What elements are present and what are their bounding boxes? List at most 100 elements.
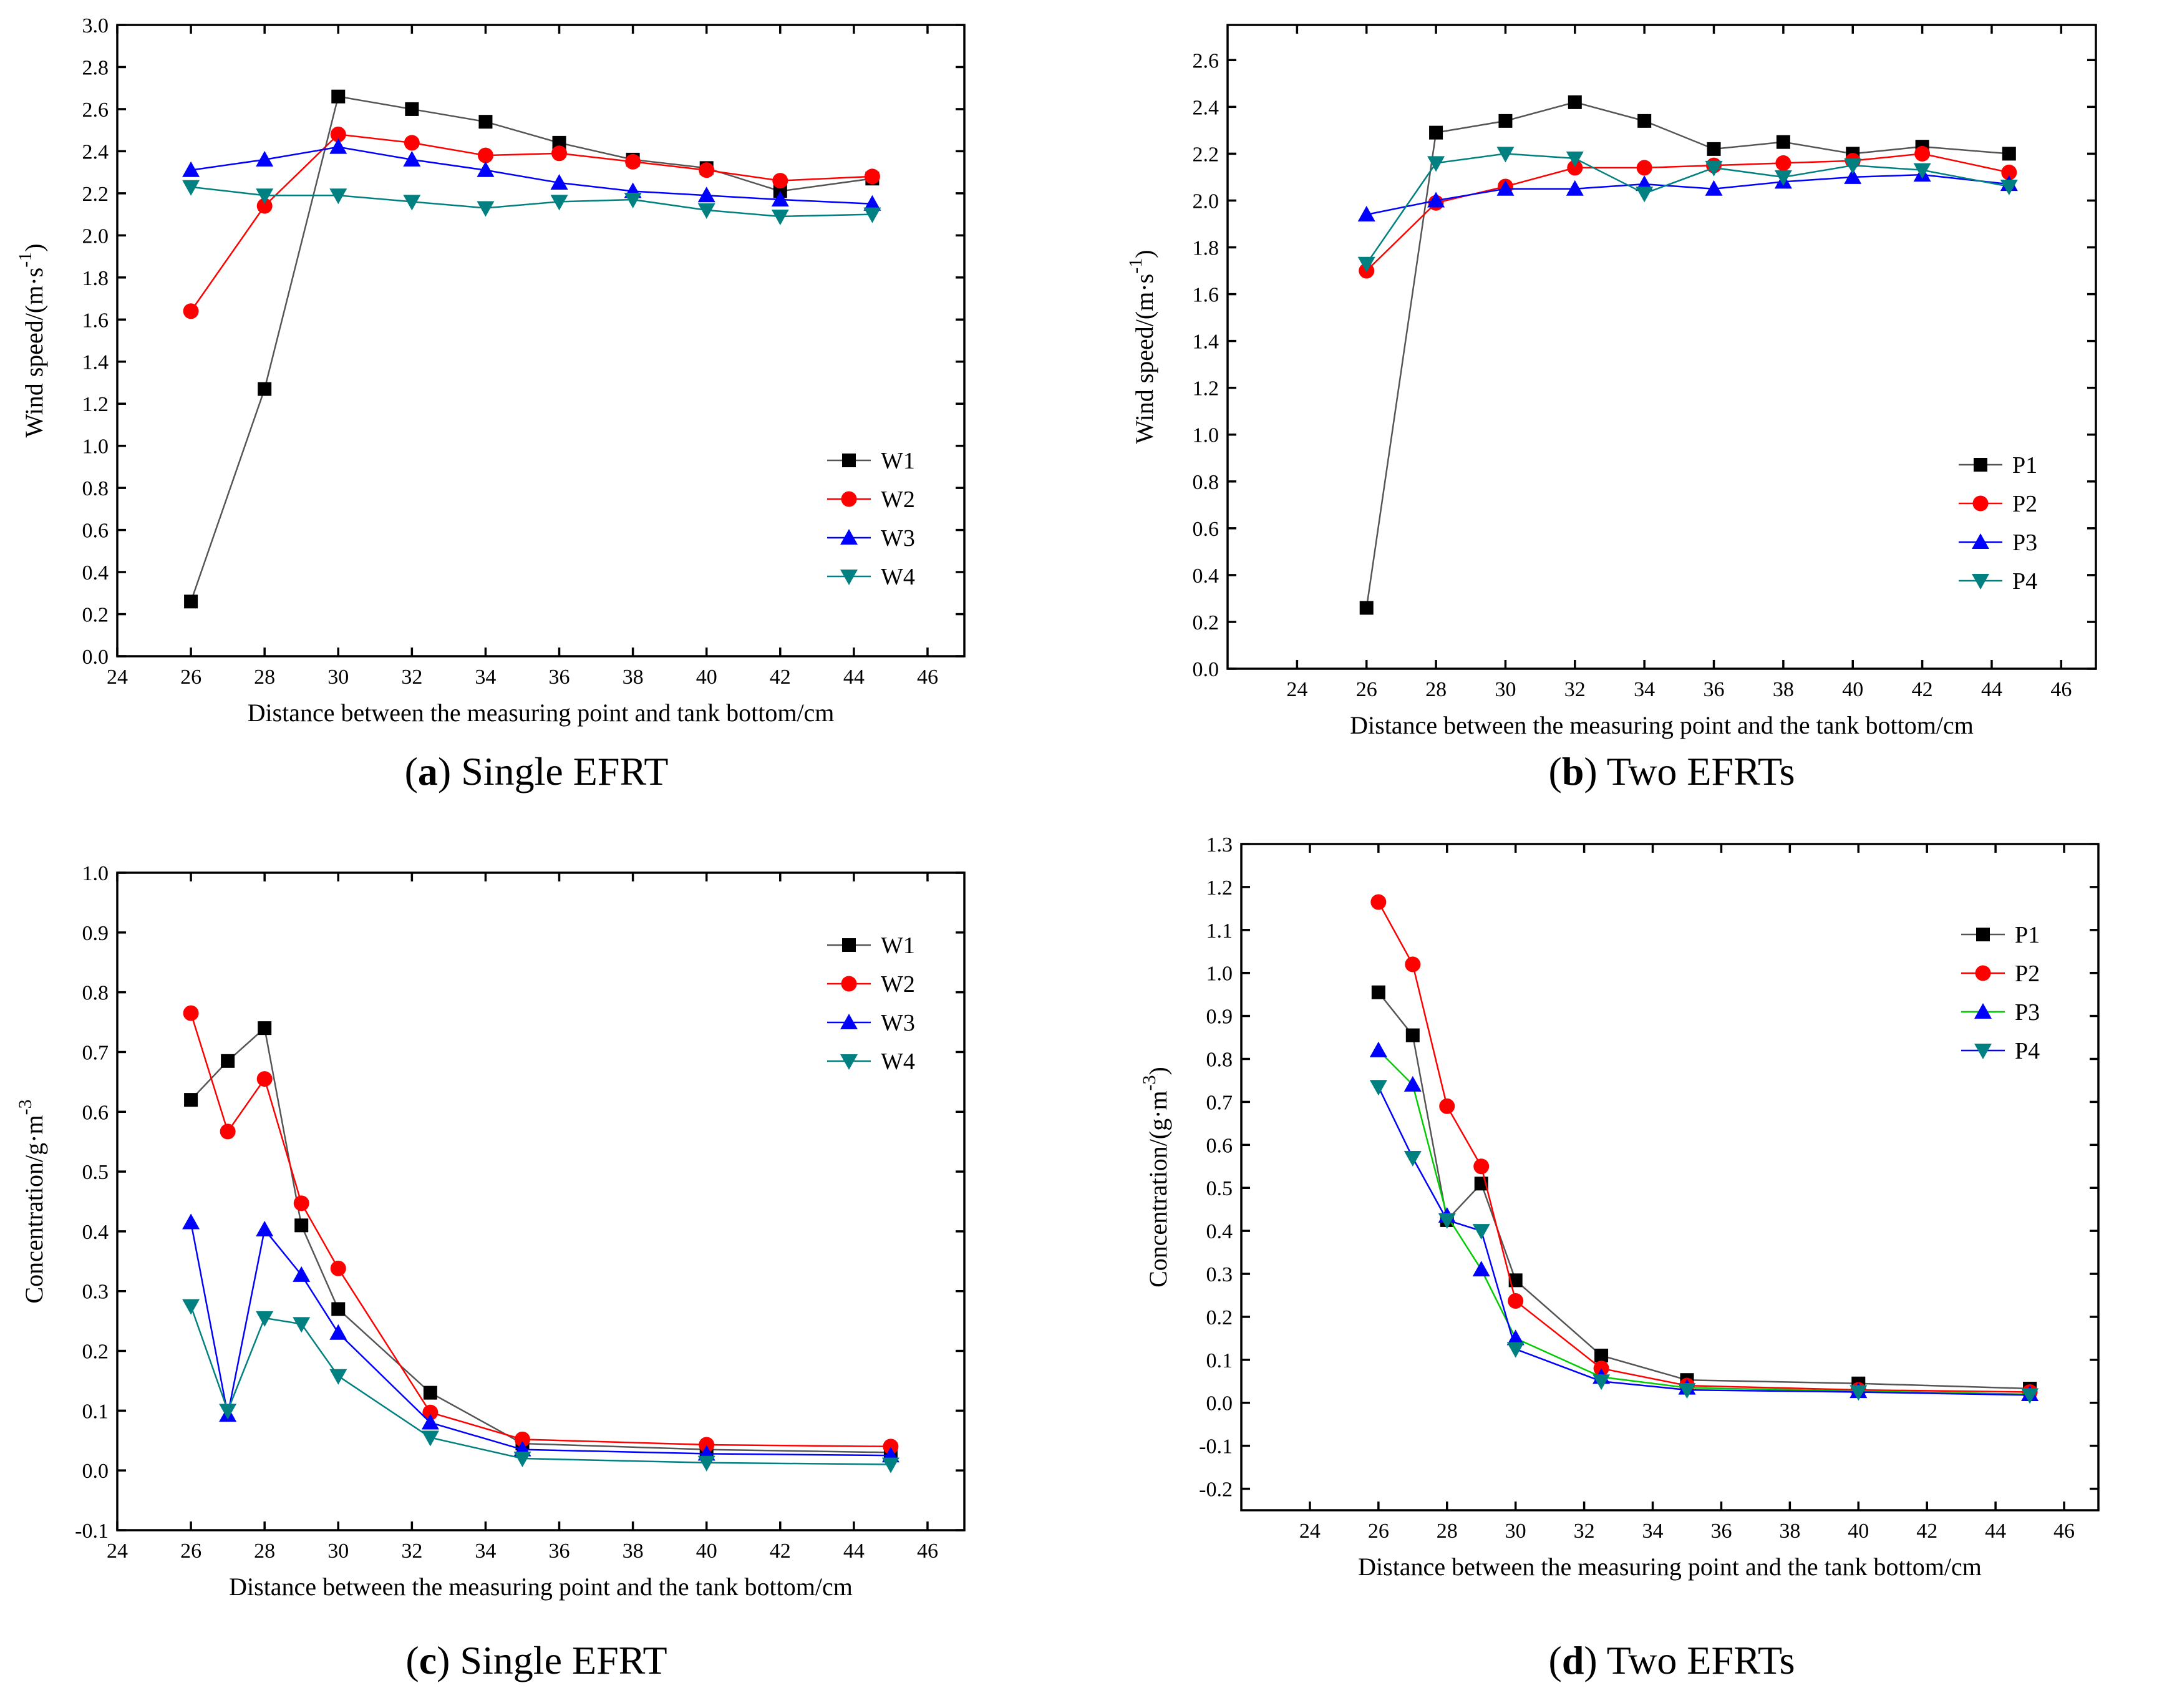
legend-marker bbox=[840, 1014, 858, 1029]
x-tick-label: 28 bbox=[1437, 1520, 1458, 1543]
y-tick-label: 2.6 bbox=[82, 99, 109, 122]
legend-label: P2 bbox=[2012, 491, 2037, 517]
data-point bbox=[863, 195, 881, 211]
data-point bbox=[699, 162, 715, 178]
x-tick-label: 38 bbox=[623, 1540, 644, 1563]
legend-label: P1 bbox=[2015, 922, 2040, 948]
data-point bbox=[329, 138, 347, 154]
x-tick-label: 44 bbox=[843, 1540, 865, 1563]
data-point bbox=[329, 188, 347, 205]
y-tick-label: 0.6 bbox=[1193, 518, 1219, 541]
caption-b-text: Two EFRTs bbox=[1606, 749, 1795, 793]
y-axis-title: Wind speed/(m·s-1) bbox=[1125, 250, 1158, 444]
data-point bbox=[256, 1221, 274, 1237]
y-tick-label: 0.2 bbox=[82, 604, 109, 627]
data-point bbox=[550, 174, 568, 190]
legend-marker bbox=[842, 454, 856, 467]
caption-d: (d) Two EFRTs bbox=[1548, 1638, 1795, 1682]
data-point bbox=[1593, 1374, 1611, 1390]
y-tick-label: 1.4 bbox=[1193, 331, 1219, 354]
series-p1 bbox=[1371, 985, 2037, 1396]
series-line bbox=[1365, 153, 2010, 264]
legend-label: P4 bbox=[2012, 568, 2037, 594]
series-w4 bbox=[182, 180, 881, 225]
y-tick-label: 0.8 bbox=[1193, 471, 1219, 494]
data-point bbox=[1705, 180, 1723, 196]
x-tick-label: 42 bbox=[770, 666, 791, 689]
plot-frame bbox=[1240, 843, 2100, 1511]
data-point bbox=[1427, 192, 1445, 208]
data-point bbox=[697, 187, 715, 203]
data-point bbox=[1705, 160, 1723, 177]
data-point bbox=[551, 145, 568, 162]
series-line bbox=[1377, 991, 2030, 1390]
data-point bbox=[477, 201, 495, 217]
y-axis-title-main: Wind speed/(m·s bbox=[1130, 274, 1158, 444]
legend-marker bbox=[1974, 458, 1987, 472]
legend: P1 P2 P3 P4 bbox=[1959, 452, 2037, 594]
data-point bbox=[256, 1311, 274, 1327]
data-point bbox=[423, 1385, 437, 1400]
legend-label: P3 bbox=[2015, 999, 2040, 1026]
data-point bbox=[625, 153, 641, 170]
x-tick-label: 34 bbox=[475, 666, 496, 689]
x-tick-label: 30 bbox=[327, 1540, 349, 1563]
data-point bbox=[1472, 1224, 1490, 1240]
data-point bbox=[1678, 1383, 1696, 1399]
series-w1 bbox=[184, 89, 880, 609]
y-tick-label: 0.0 bbox=[1206, 1392, 1233, 1415]
data-point bbox=[258, 1021, 272, 1036]
y-axis-title-main: Wind speed/(m·s bbox=[20, 268, 48, 438]
y-tick-label: 0.6 bbox=[82, 1101, 109, 1124]
data-point bbox=[330, 1260, 346, 1276]
x-tick-label: 40 bbox=[1848, 1520, 1869, 1543]
series-line bbox=[1377, 1049, 2030, 1395]
series-line bbox=[190, 146, 873, 205]
data-point bbox=[221, 1054, 235, 1068]
chart-a: 24 26 28 30 32 34 36 38 40 42 44 46 0.0 0.2 0.4 0.6 0.8 1… bbox=[15, 14, 966, 727]
data-point bbox=[1506, 1342, 1525, 1358]
data-point bbox=[1844, 168, 1862, 184]
data-point bbox=[1405, 956, 1421, 973]
caption-c-text: Single EFRT bbox=[460, 1638, 667, 1682]
data-point bbox=[477, 147, 493, 163]
data-point bbox=[1775, 155, 1791, 171]
legend-label: W2 bbox=[881, 487, 915, 513]
x-tick-label: 26 bbox=[180, 666, 201, 689]
data-point bbox=[219, 1404, 237, 1420]
data-point bbox=[182, 161, 200, 177]
data-point bbox=[1439, 1098, 1455, 1114]
x-tick-label: 36 bbox=[1710, 1520, 1732, 1543]
data-point bbox=[329, 1369, 347, 1385]
y-tick-label: 2.2 bbox=[1193, 143, 1219, 166]
x-tick-label: 26 bbox=[1368, 1520, 1389, 1543]
x-tick-label: 34 bbox=[1634, 678, 1655, 701]
y-tick-label: 0.7 bbox=[82, 1041, 109, 1064]
data-point bbox=[1508, 1273, 1523, 1288]
y-tick-label: 1.2 bbox=[1193, 377, 1219, 400]
data-point bbox=[330, 126, 346, 142]
data-point bbox=[331, 1302, 346, 1316]
data-point bbox=[771, 190, 789, 206]
legend-label: W1 bbox=[881, 933, 915, 959]
data-point bbox=[513, 1452, 531, 1468]
y-tick-label: 0.8 bbox=[82, 982, 109, 1005]
x-tick-label: 46 bbox=[917, 1540, 938, 1563]
x-tick-label: 28 bbox=[254, 666, 275, 689]
y-tick-label: 1.1 bbox=[1206, 920, 1233, 943]
series-w3 bbox=[182, 138, 881, 211]
data-point bbox=[1427, 156, 1445, 172]
series-p1 bbox=[1359, 95, 2016, 615]
data-point bbox=[1913, 163, 1931, 179]
data-point bbox=[1371, 985, 1385, 999]
x-tick-label: 32 bbox=[401, 1540, 422, 1563]
y-tick-label: 0.4 bbox=[1206, 1220, 1233, 1243]
caption-b-letter: b bbox=[1561, 749, 1584, 793]
x-tick-label: 26 bbox=[1356, 678, 1377, 701]
series-line bbox=[1366, 173, 2009, 216]
y-tick-label: -0.1 bbox=[75, 1520, 109, 1543]
data-point bbox=[1850, 1385, 1868, 1401]
series-line bbox=[190, 133, 873, 312]
y-tick-label: 0.8 bbox=[1206, 1049, 1233, 1072]
data-point bbox=[552, 135, 566, 150]
